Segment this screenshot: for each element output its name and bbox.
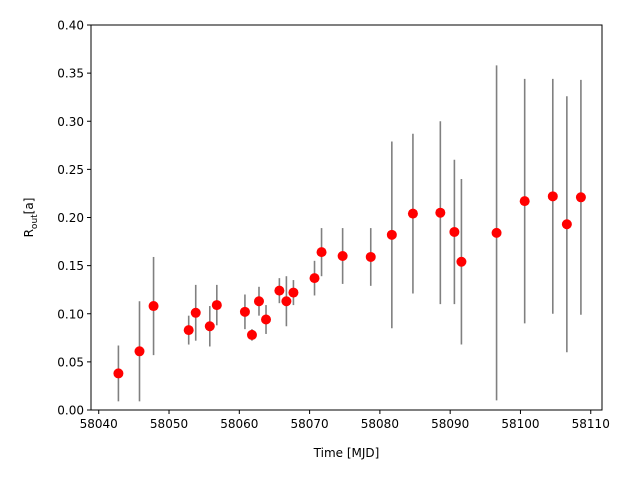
data-point <box>183 325 194 336</box>
data-point <box>456 256 467 267</box>
y-label-sub: out <box>30 214 40 229</box>
y-tick-label: 0.10 <box>57 307 84 321</box>
data-point <box>407 208 418 219</box>
x-tick-label: 58100 <box>501 417 539 431</box>
data-point <box>386 229 397 240</box>
x-tick-label: 58080 <box>361 417 399 431</box>
y-tick-label: 0.15 <box>57 259 84 273</box>
x-tick-label: 58050 <box>150 417 188 431</box>
data-point <box>519 196 530 207</box>
x-tick-label: 58110 <box>572 417 610 431</box>
data-point <box>239 306 250 317</box>
data-point <box>246 329 257 340</box>
data-point <box>449 226 460 237</box>
data-point <box>134 346 145 357</box>
x-tick-label: 58060 <box>220 417 258 431</box>
y-tick-label: 0.20 <box>57 211 84 225</box>
x-tick-label: 58090 <box>431 417 469 431</box>
data-point <box>274 285 285 296</box>
data-point <box>253 296 264 307</box>
data-point <box>337 251 348 261</box>
y-tick-label: 0.00 <box>57 404 84 418</box>
data-point <box>309 273 320 284</box>
data-point <box>261 314 272 325</box>
data-point <box>204 321 215 332</box>
data-point <box>316 247 327 258</box>
y-axis-label: Rout[a] <box>22 198 40 238</box>
x-tick-label: 58070 <box>291 417 329 431</box>
data-point <box>365 251 376 262</box>
data-point <box>211 300 222 311</box>
x-axis-label: Time [MJD] <box>313 446 380 460</box>
x-tick-label: 58040 <box>80 417 118 431</box>
data-point <box>288 287 299 298</box>
data-point <box>435 207 446 218</box>
y-tick-label: 0.05 <box>57 355 84 369</box>
y-tick-label: 0.30 <box>57 115 84 129</box>
data-point <box>113 368 124 379</box>
data-point <box>190 307 201 318</box>
data-point <box>561 219 572 230</box>
y-label-suffix: [a] <box>22 198 36 215</box>
y-tick-label: 0.35 <box>57 67 84 81</box>
data-point <box>148 301 159 312</box>
y-tick-label: 0.25 <box>57 163 84 177</box>
data-point <box>547 191 558 202</box>
y-tick-label: 0.40 <box>57 19 84 33</box>
data-point <box>491 227 502 238</box>
data-point <box>575 192 586 203</box>
data-point <box>281 296 292 307</box>
y-label-main: R <box>22 229 36 237</box>
